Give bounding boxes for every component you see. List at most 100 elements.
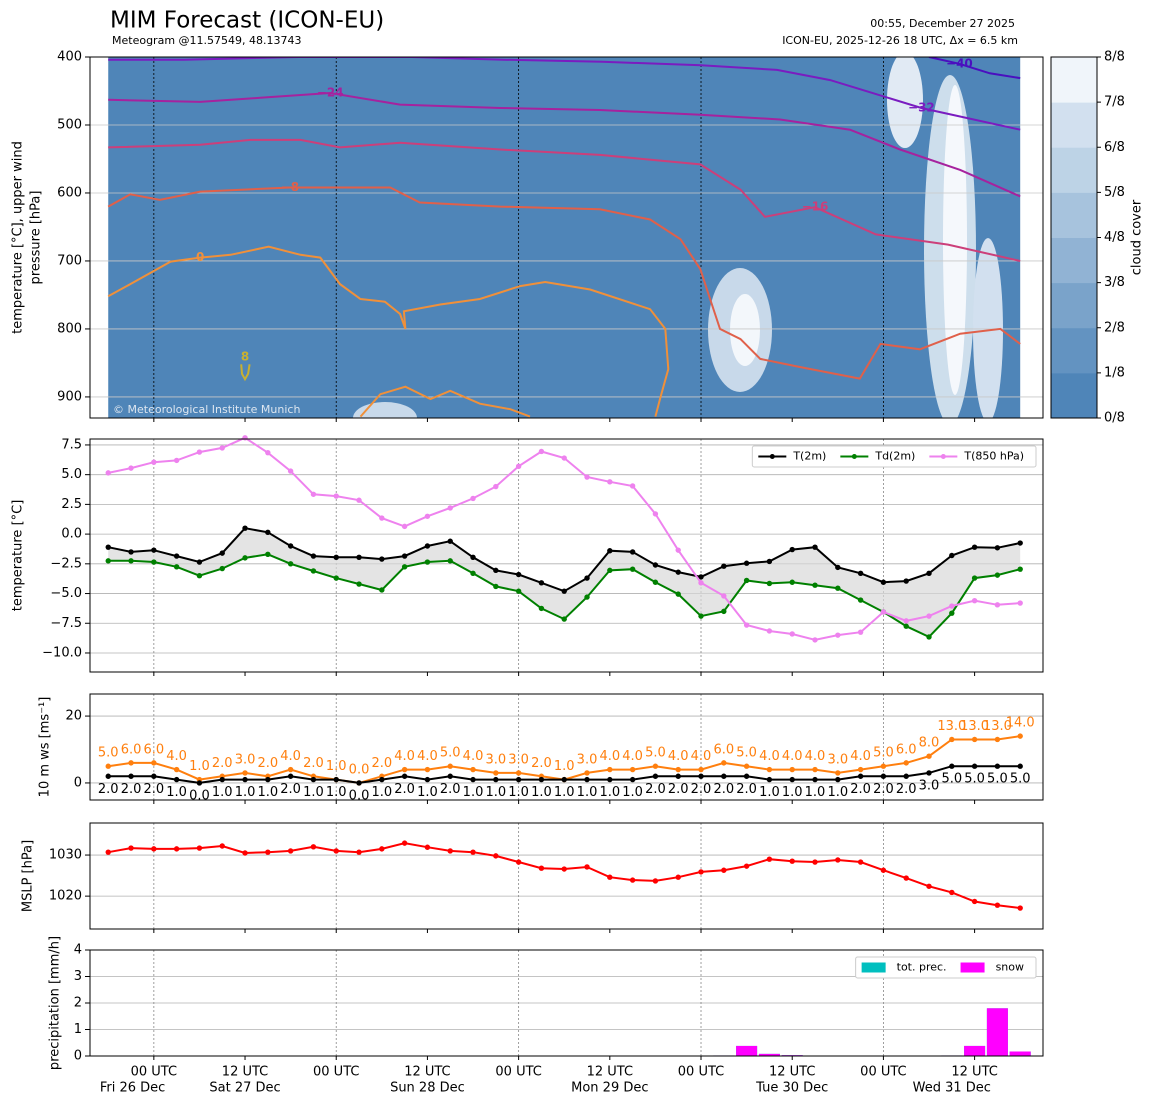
- data-point: [949, 736, 955, 743]
- axes-frame: [89, 949, 1044, 1057]
- data-point: [971, 898, 978, 905]
- data-point: [219, 565, 225, 572]
- data-point: [356, 554, 362, 560]
- value-label: 1.0: [212, 785, 233, 800]
- data-point: [1017, 905, 1023, 911]
- data-point: [880, 763, 887, 769]
- data-point: [401, 840, 408, 846]
- data-point: [949, 763, 955, 769]
- value-label: 6.0: [713, 742, 734, 757]
- contour-label: −40: [946, 56, 973, 70]
- data-point: [789, 776, 795, 783]
- data-point: [265, 449, 271, 456]
- data-point: [515, 588, 522, 594]
- data-point: [584, 594, 590, 600]
- data-point: [903, 618, 909, 624]
- data-point: [151, 846, 157, 852]
- data-point: [173, 766, 180, 773]
- value-label: 1.0: [577, 785, 598, 800]
- data-point: [949, 610, 955, 616]
- bar: [986, 1008, 1008, 1056]
- data-point: [857, 859, 864, 865]
- data-point: [994, 902, 1001, 908]
- data-point: [493, 853, 499, 859]
- value-label: 5.0: [873, 746, 894, 761]
- data-point: [242, 555, 248, 561]
- colorbar-tick-label: 3/8: [1104, 275, 1125, 290]
- data-point: [219, 445, 225, 451]
- data-point: [310, 844, 317, 850]
- cloud-cover-background: [108, 57, 1021, 418]
- data-point: [949, 603, 955, 609]
- x-tick-label: 12 UTC: [769, 1065, 815, 1080]
- data-point: [151, 773, 157, 779]
- data-point: [698, 869, 704, 875]
- value-label: 1.0: [371, 785, 392, 800]
- value-label: 2.0: [850, 782, 871, 797]
- data-point: [994, 736, 1001, 743]
- data-point: [903, 773, 909, 779]
- data-point: [607, 776, 613, 783]
- data-point: [493, 770, 499, 776]
- value-label: 3.0: [827, 752, 848, 767]
- y-tick-label: 400: [57, 50, 82, 65]
- data-point: [515, 571, 522, 578]
- y-axis-label: temperature [°C]: [11, 500, 26, 612]
- value-label: 2.0: [873, 782, 894, 797]
- data-point: [538, 776, 545, 783]
- legend-marker: [851, 454, 857, 459]
- legend-box: [751, 445, 1037, 468]
- data-point: [287, 766, 294, 773]
- data-point: [493, 776, 499, 783]
- data-point: [971, 736, 978, 743]
- data-point: [515, 463, 522, 470]
- y-tick-label: 1: [74, 1022, 82, 1037]
- data-point: [629, 766, 636, 773]
- data-point: [857, 597, 864, 603]
- data-point: [173, 846, 180, 852]
- y-axis-label: MSLP [hPa]: [21, 840, 36, 912]
- data-point: [265, 849, 271, 855]
- value-label: 3.0: [508, 752, 529, 767]
- data-point: [196, 573, 203, 579]
- cloud-patch: [943, 85, 967, 395]
- data-point: [287, 561, 294, 567]
- data-point: [903, 875, 909, 881]
- data-point: [766, 628, 773, 634]
- value-label: 4.0: [599, 749, 620, 764]
- data-point: [470, 849, 476, 855]
- legend-label: T(2m): [792, 450, 826, 463]
- data-point: [333, 575, 339, 581]
- legend-swatch: [960, 962, 985, 973]
- value-label: 4.0: [280, 749, 301, 764]
- value-label: 6.0: [121, 742, 142, 757]
- data-point: [196, 780, 203, 786]
- data-point: [994, 763, 1001, 769]
- contour-label: −16: [802, 200, 829, 214]
- data-point: [515, 776, 522, 783]
- data-point: [447, 505, 453, 511]
- value-label: 4.0: [759, 749, 780, 764]
- data-point: [151, 547, 157, 553]
- data-point: [561, 866, 567, 872]
- data-point: [903, 623, 909, 629]
- data-point: [926, 634, 932, 640]
- data-point: [128, 465, 134, 471]
- value-label: 2.0: [212, 756, 233, 771]
- y-tick-label: −2.5: [50, 556, 82, 571]
- data-point: [766, 558, 773, 565]
- data-point: [835, 564, 841, 571]
- legend-label: snow: [996, 961, 1024, 974]
- data-point: [584, 474, 590, 480]
- value-label: 5.0: [736, 746, 757, 761]
- data-point: [470, 495, 476, 502]
- data-point: [401, 553, 408, 559]
- legend: T(2m) Td(2m) T(850 hPa): [751, 445, 1037, 468]
- data-point: [356, 780, 362, 786]
- data-point: [1017, 733, 1023, 739]
- data-point: [105, 849, 111, 855]
- data-point: [766, 766, 773, 773]
- y-axis-label: 10 m ws [ms⁻¹]: [38, 697, 53, 798]
- value-label: 8.0: [919, 736, 940, 751]
